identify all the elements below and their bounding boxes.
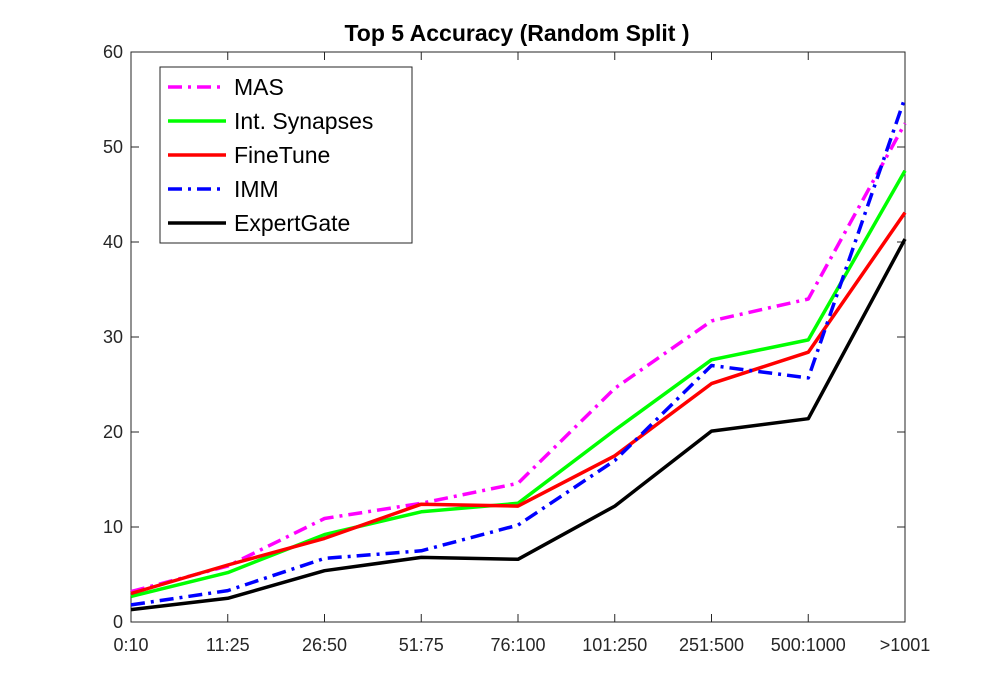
x-tick-label: 251:500 — [679, 635, 744, 655]
legend-label: FineTune — [234, 142, 330, 168]
series-line-int-synapses — [130, 169, 907, 599]
y-tick-label: 30 — [103, 327, 123, 347]
x-tick-label: 26:50 — [302, 635, 347, 655]
legend-label: Int. Synapses — [234, 108, 373, 134]
x-tick-label: 51:75 — [399, 635, 444, 655]
legend: MAS Int. Synapses FineTune IMM ExpertGate — [159, 66, 413, 244]
series-lines — [130, 97, 907, 612]
y-tick-label: 50 — [103, 137, 123, 157]
x-tick-label: 101:250 — [582, 635, 647, 655]
x-tick-label: 76:100 — [490, 635, 545, 655]
plot-area: 0 10 20 30 40 50 60 0:10 11:25 26:50 51:75 76:100 10… — [103, 42, 930, 655]
y-tick-label: 10 — [103, 517, 123, 537]
legend-label: ExpertGate — [234, 210, 350, 236]
legend-label: IMM — [234, 176, 279, 202]
x-tick-label: 11:25 — [206, 635, 250, 655]
series-line-finetune — [130, 211, 907, 596]
x-tick-label: 0:10 — [113, 635, 148, 655]
chart-title: Top 5 Accuracy (Random Split ) — [344, 20, 689, 46]
y-tick-label: 0 — [113, 612, 123, 632]
legend-label: MAS — [234, 74, 284, 100]
y-tick-label: 40 — [103, 232, 123, 252]
series-line-mas — [130, 122, 907, 594]
x-tick-label: 500:1000 — [771, 635, 846, 655]
y-tick-label: 60 — [103, 42, 123, 62]
x-tick-label: >1001 — [880, 635, 931, 655]
series-line-expertgate — [130, 238, 907, 612]
y-tick-label: 20 — [103, 422, 123, 442]
